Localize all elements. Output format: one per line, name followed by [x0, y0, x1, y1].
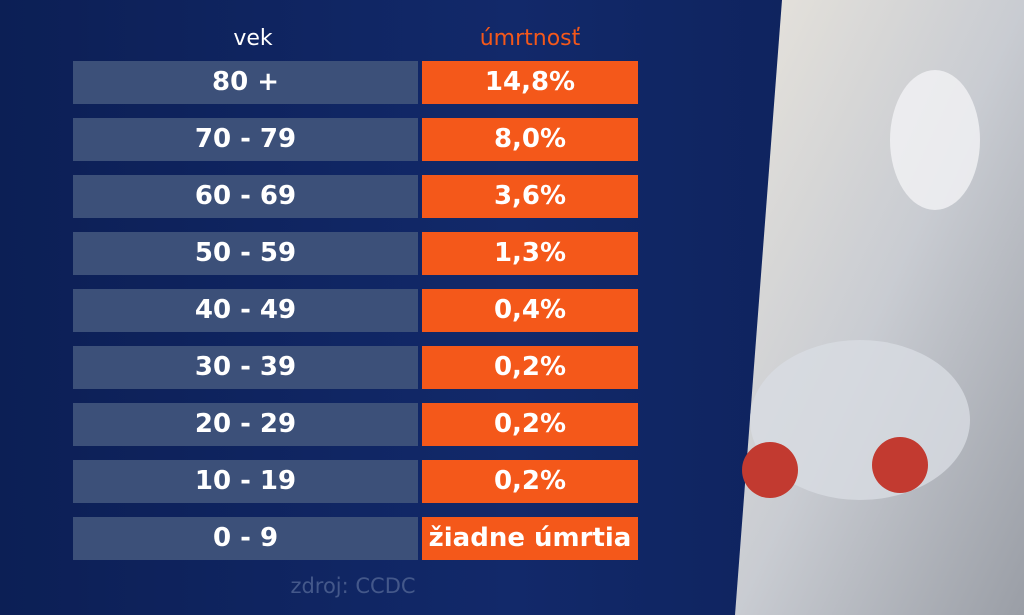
age-cell: 40 - 49 [73, 289, 418, 332]
age-cell: 50 - 59 [73, 232, 418, 275]
rate-cell: 3,6% [422, 175, 638, 218]
age-cell: 0 - 9 [73, 517, 418, 560]
rate-cell: 0,2% [422, 403, 638, 446]
rate-cell: 1,3% [422, 232, 638, 275]
rate-cell: 0,2% [422, 460, 638, 503]
age-cell: 10 - 19 [73, 460, 418, 503]
rate-cell: 8,0% [422, 118, 638, 161]
rate-cell: 0,4% [422, 289, 638, 332]
header-age: vek [233, 26, 273, 51]
rate-cell: 14,8% [422, 61, 638, 104]
photo-detail [742, 442, 798, 498]
photo-figure [890, 70, 980, 210]
header-rate: úmrtnosť [479, 26, 581, 51]
rate-cell: 0,2% [422, 346, 638, 389]
photo-detail [872, 437, 928, 493]
age-cell: 60 - 69 [73, 175, 418, 218]
photo [735, 0, 1024, 615]
source: zdroj: CCDC [290, 574, 416, 598]
rate-cell: žiadne úmrtia [422, 517, 638, 560]
age-cell: 30 - 39 [73, 346, 418, 389]
age-cell: 70 - 79 [73, 118, 418, 161]
age-cell: 80 + [73, 61, 418, 104]
age-cell: 20 - 29 [73, 403, 418, 446]
